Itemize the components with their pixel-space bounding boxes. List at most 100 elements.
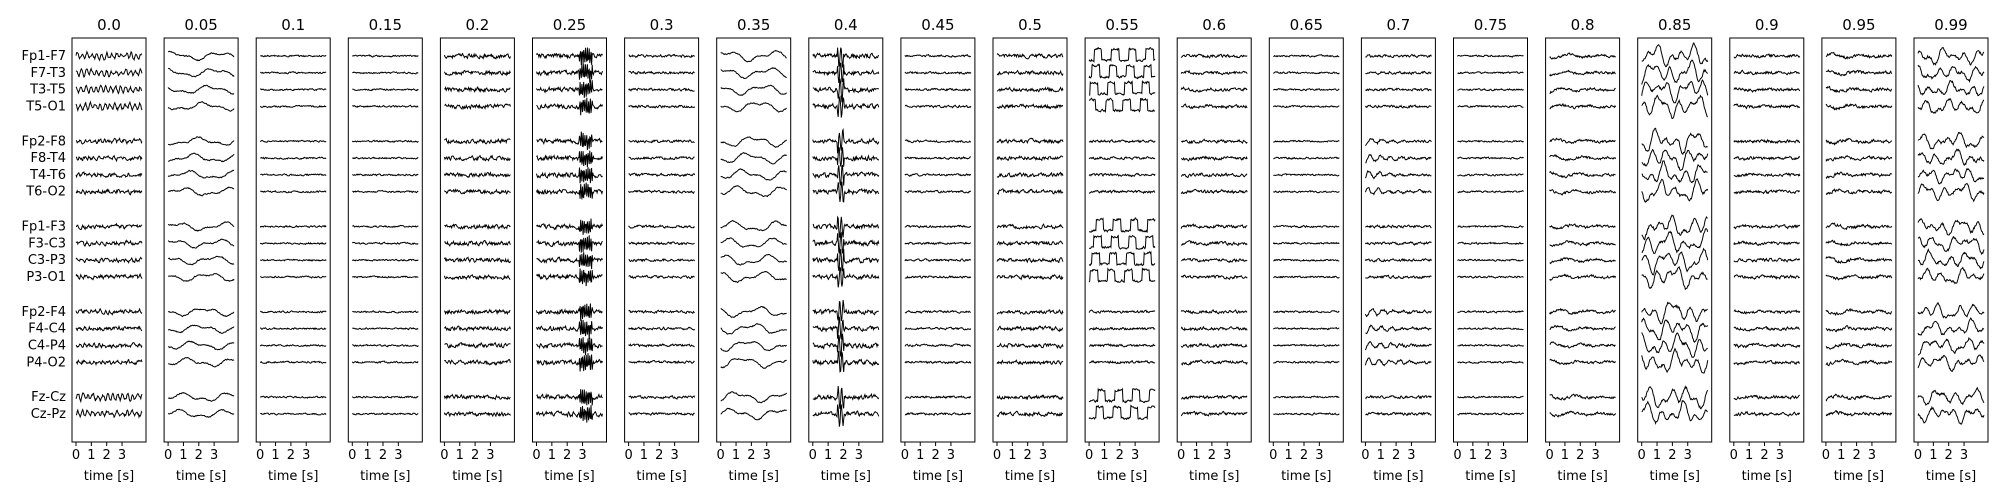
eeg-trace xyxy=(628,309,695,315)
eeg-trace xyxy=(904,326,972,331)
eeg-trace xyxy=(1733,359,1800,366)
eeg-trace xyxy=(1088,46,1156,63)
eeg-trace xyxy=(1549,52,1616,60)
eeg-trace xyxy=(1180,86,1248,93)
eeg-trace xyxy=(1825,137,1893,146)
eeg-trace xyxy=(1917,405,1985,425)
eeg-trace xyxy=(628,87,695,92)
eeg-trace xyxy=(1641,228,1709,254)
eeg-trace xyxy=(1457,326,1524,331)
panel-frame xyxy=(347,37,423,443)
eeg-trace xyxy=(1825,239,1893,247)
eeg-trace xyxy=(1549,188,1617,196)
x-tick-label: 1 xyxy=(456,448,464,463)
x-axis-label: time [s] xyxy=(1465,469,1515,484)
eeg-trace xyxy=(443,171,511,179)
x-tick-label: 2 xyxy=(1852,448,1860,463)
eeg-trace xyxy=(1088,189,1156,195)
eeg-trace xyxy=(75,137,143,146)
eeg-trace xyxy=(1733,172,1801,178)
x-tick-label: 1 xyxy=(1377,448,1385,463)
eeg-trace xyxy=(1917,64,1985,83)
eeg-trace xyxy=(167,169,235,179)
eeg-trace xyxy=(996,69,1064,77)
eeg-trace xyxy=(1917,182,1985,203)
x-tick-label: 0 xyxy=(164,448,172,463)
eeg-trace xyxy=(351,241,419,245)
eeg-trace xyxy=(1549,86,1616,95)
eeg-trace xyxy=(904,104,972,109)
eeg-trace xyxy=(1089,234,1156,250)
x-tick-label: 1 xyxy=(824,448,832,463)
eeg-trace xyxy=(168,391,235,402)
x-tick-label: 3 xyxy=(855,448,863,463)
eeg-trace xyxy=(1733,410,1801,417)
eeg-trace xyxy=(812,95,880,118)
x-tick-label: 3 xyxy=(118,448,126,463)
eeg-trace xyxy=(1733,103,1801,110)
eeg-trace xyxy=(1641,59,1709,85)
panel: 0.15 0 1 2 3 time [s] xyxy=(347,16,423,484)
eeg-trace xyxy=(75,84,143,95)
channel-label: F4-C4 xyxy=(28,322,66,337)
eeg-trace xyxy=(536,63,603,83)
eeg-trace xyxy=(75,272,143,281)
eeg-trace xyxy=(1457,104,1524,109)
panel-frame xyxy=(1453,37,1528,443)
eeg-trace xyxy=(1088,139,1156,144)
panel-title: 0.65 xyxy=(1290,16,1323,34)
panel-title: 0.15 xyxy=(369,16,402,34)
eeg-trace xyxy=(259,360,327,364)
eeg-trace xyxy=(259,139,327,144)
x-tick-label: 1 xyxy=(364,448,372,463)
eeg-trace xyxy=(1641,301,1708,325)
eeg-trace xyxy=(1825,68,1893,77)
x-tick-label: 1 xyxy=(87,448,95,463)
panel-title: 0.25 xyxy=(553,16,586,34)
x-tick-label: 2 xyxy=(747,448,755,463)
x-tick-label: 1 xyxy=(548,448,556,463)
panel-title: 0.4 xyxy=(834,16,858,34)
x-tick-label: 3 xyxy=(1407,448,1415,463)
x-tick-label: 0 xyxy=(1085,448,1093,463)
eeg-trace xyxy=(1641,127,1708,155)
eeg-trace xyxy=(260,173,327,177)
x-tick-label: 3 xyxy=(578,448,586,463)
eeg-trace xyxy=(259,326,327,331)
eeg-trace xyxy=(1181,155,1248,162)
eeg-trace xyxy=(1641,385,1709,410)
eeg-trace xyxy=(352,343,419,348)
eeg-trace xyxy=(996,171,1064,178)
eeg-trace xyxy=(1457,156,1524,160)
channel-label: P3-O1 xyxy=(26,270,66,285)
x-tick-label: 2 xyxy=(1392,448,1400,463)
panel: 0.6 0 1 2 3 time [s] xyxy=(1176,16,1252,484)
eeg-trace xyxy=(1641,266,1708,291)
panel-frame xyxy=(1268,37,1344,443)
panel-title: 0.85 xyxy=(1658,16,1691,34)
x-axis-label: time [s] xyxy=(1281,469,1331,484)
eeg-trace xyxy=(720,270,787,284)
eeg-trace xyxy=(75,358,143,367)
eeg-trace xyxy=(1272,241,1340,245)
eeg-trace xyxy=(1365,104,1432,109)
eeg-trace xyxy=(812,215,880,238)
x-tick-label: 3 xyxy=(1499,448,1507,463)
eeg-trace xyxy=(720,49,787,63)
x-axis-label: time [s] xyxy=(1926,469,1976,484)
eeg-trace xyxy=(1457,343,1524,348)
panel: 0.3 0 1 2 3 time [s] xyxy=(624,16,700,484)
channel-label: T5-O1 xyxy=(25,99,66,114)
eeg-trace xyxy=(1180,410,1248,417)
eeg-trace xyxy=(904,189,972,194)
eeg-trace xyxy=(1365,394,1432,400)
eeg-trace xyxy=(1088,155,1156,161)
x-tick-label: 0 xyxy=(1361,448,1369,463)
eeg-trace xyxy=(536,131,603,151)
eeg-trace xyxy=(259,258,327,262)
eeg-trace xyxy=(536,235,603,253)
panel-title: 0.1 xyxy=(281,16,305,34)
x-tick-label: 0 xyxy=(993,448,1001,463)
eeg-trace xyxy=(1273,395,1340,399)
